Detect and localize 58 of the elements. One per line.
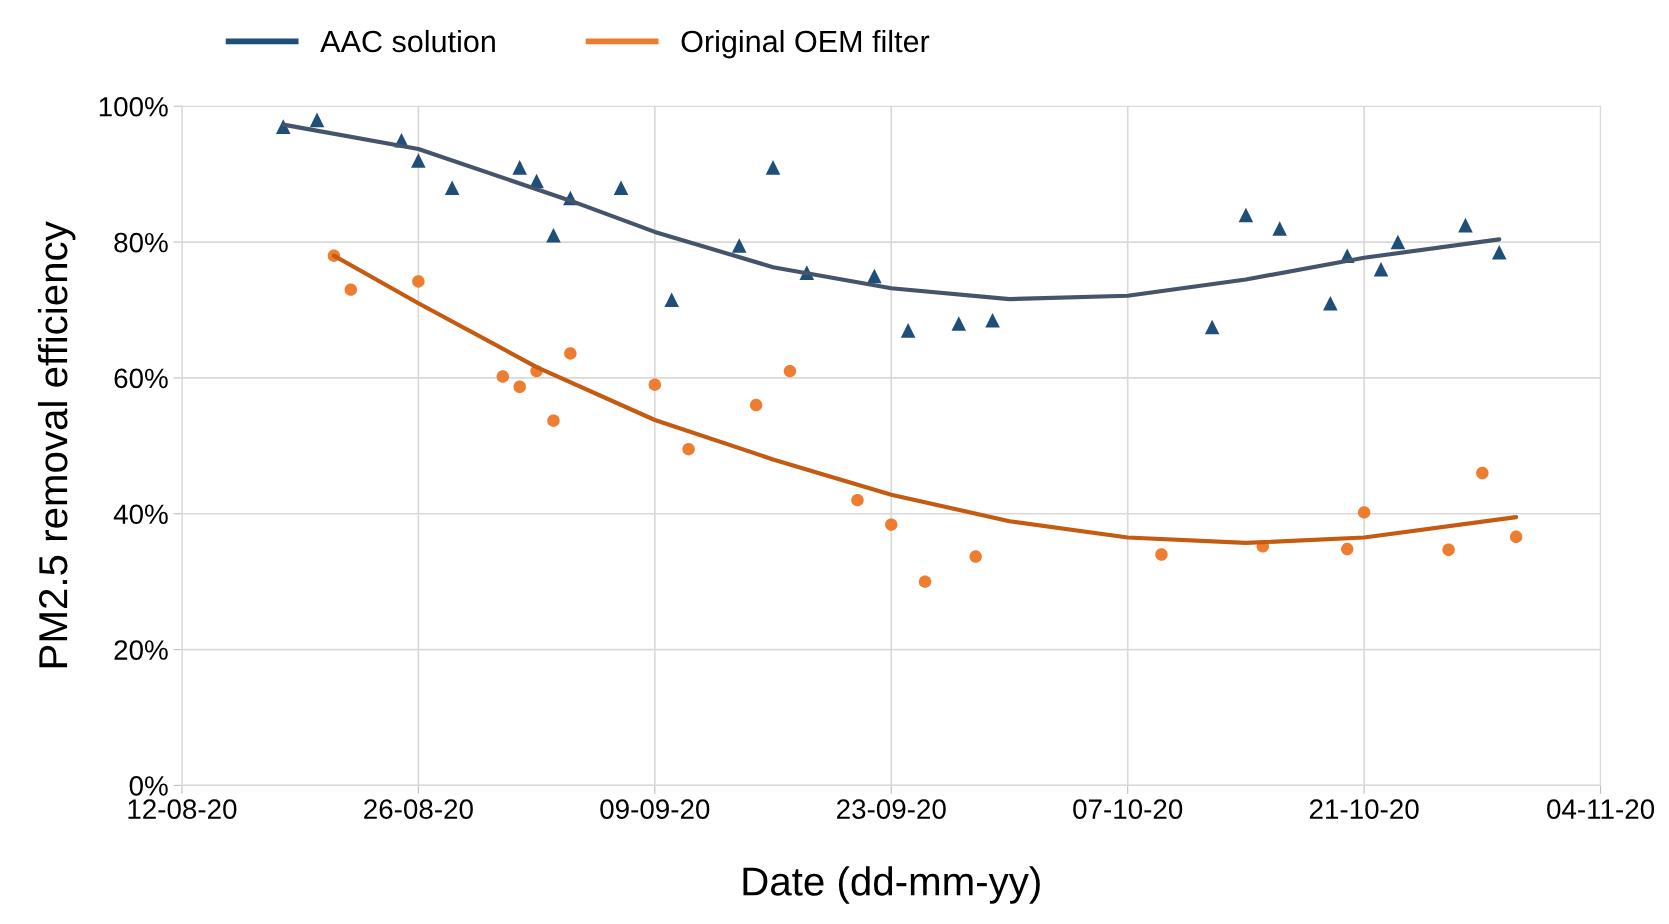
point: [1509, 530, 1523, 544]
point: [512, 160, 527, 175]
x-tick-label: 12-08-20: [128, 799, 237, 819]
y-tick-label: 80%: [114, 232, 168, 253]
point: [885, 518, 898, 531]
point: [1458, 217, 1473, 233]
point: [496, 370, 510, 383]
point: [564, 347, 577, 360]
x-tick-label: 21-10-20: [1309, 799, 1419, 819]
y-tick-label: 40%: [113, 504, 168, 525]
legend-label: Original OEM filter: [681, 29, 930, 59]
point: [1323, 295, 1338, 311]
point: [749, 398, 763, 412]
point: [412, 275, 425, 288]
point: [1272, 221, 1287, 236]
point: [1238, 207, 1254, 223]
point: [1491, 244, 1507, 260]
point: [1204, 319, 1220, 335]
point: [969, 550, 982, 563]
point: [613, 180, 629, 196]
x-tick-label: 26-08-20: [364, 799, 473, 819]
point: [918, 575, 932, 588]
point: [951, 316, 967, 331]
point: [309, 112, 325, 128]
y-tick-label: 100%: [99, 96, 168, 117]
point: [867, 268, 882, 284]
point: [344, 283, 358, 296]
point: [546, 228, 561, 243]
x-tick-label: 04-11-20: [1547, 799, 1655, 819]
y-axis-title: PM2.5 removal efficiency: [37, 221, 76, 668]
point: [1373, 261, 1389, 277]
y-tick-label: 60%: [114, 368, 168, 389]
point: [411, 153, 426, 168]
x-axis-title: Date (dd-mm-yy): [743, 866, 1040, 904]
point: [1155, 548, 1168, 561]
x-tick-label: 09-09-20: [600, 799, 710, 819]
point: [664, 292, 679, 308]
point: [444, 180, 460, 196]
point: [648, 378, 662, 391]
y-tick-label: 0%: [129, 776, 168, 796]
y-tick-label: 20%: [114, 640, 168, 660]
point: [985, 312, 1000, 328]
point: [1341, 542, 1354, 556]
point: [783, 364, 797, 378]
point: [731, 238, 747, 253]
point: [1390, 234, 1406, 250]
legend-label: AAC solution: [320, 29, 495, 53]
point: [1476, 466, 1489, 480]
point: [682, 443, 695, 456]
x-tick-label: 07-10-20: [1073, 799, 1183, 819]
point: [1442, 543, 1455, 556]
x-tick-label: 23-09-20: [837, 799, 946, 819]
point: [547, 414, 560, 427]
point: [765, 160, 781, 175]
point: [513, 380, 526, 393]
point: [1357, 506, 1371, 519]
point: [900, 323, 916, 338]
point: [851, 493, 864, 507]
